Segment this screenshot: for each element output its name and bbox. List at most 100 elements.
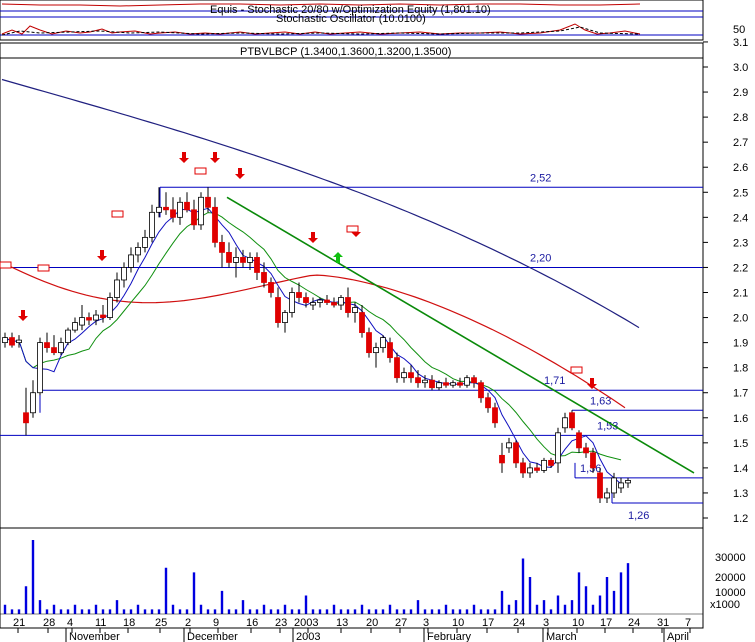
ma-navy-line	[1, 78, 640, 329]
candle-body	[58, 342, 64, 354]
candle-body	[310, 302, 316, 306]
y-tick-label: 2.2	[733, 262, 748, 274]
candle-body	[485, 397, 491, 409]
volume-bar	[584, 586, 588, 614]
y-tick-label: 3.0	[733, 62, 748, 74]
y-tick-label: 1.6	[733, 413, 748, 425]
y-tick-label: 1.9	[733, 338, 748, 350]
y-tick-label: 1.5	[733, 438, 748, 450]
x-tick-label: 9	[213, 617, 219, 629]
volume-bar	[248, 609, 252, 614]
x-tick-label: 23	[275, 617, 287, 629]
support-resistance-levels: 2,52 2,20 1,71 1,63 1,53 1,36 1,26	[0, 172, 703, 522]
volume-bar	[52, 604, 56, 614]
candle-body	[142, 236, 148, 248]
month-label: April	[667, 631, 689, 642]
volume-bar	[3, 604, 7, 614]
candle-body	[156, 206, 162, 213]
sell-arrow-icon	[308, 232, 318, 243]
y-tick-label: 2.5	[733, 187, 748, 199]
buy-arrow-icon	[333, 252, 343, 263]
y-tick-label: 1.7	[733, 388, 748, 400]
y-tick-label: 3.1	[733, 37, 748, 49]
y-tick-label: 2.3	[733, 237, 748, 249]
sell-arrow-icon	[235, 168, 245, 179]
y-tick-label: 2.1	[733, 288, 748, 300]
x-tick-label: 10	[452, 617, 464, 629]
volume-bar	[269, 609, 273, 614]
x-tick-label: 11	[95, 617, 106, 629]
candle-body	[65, 329, 71, 344]
candle-body	[149, 211, 155, 238]
x-tick-label: 2003	[294, 617, 318, 629]
stochastic-panel	[0, 0, 704, 41]
volume-bar	[549, 609, 553, 614]
candle-body	[457, 382, 463, 386]
volume-bar	[598, 595, 602, 614]
volume-bar	[528, 577, 532, 614]
ma-red-line	[1, 261, 626, 409]
x-tick-label: 31	[657, 617, 669, 629]
volume-bar	[66, 609, 70, 614]
volume-bar	[437, 609, 441, 614]
volume-bar	[612, 590, 616, 614]
exit-marker	[346, 225, 359, 233]
volume-bar	[346, 609, 350, 614]
volume-axis-10000: 10000	[715, 587, 746, 599]
candle-body	[394, 357, 400, 379]
volume-bar	[556, 595, 560, 614]
volume-bar	[31, 540, 35, 614]
volume-bar	[388, 604, 392, 614]
moving-averages	[1, 78, 640, 485]
sell-arrow-icon	[210, 152, 220, 163]
candle-body	[317, 299, 323, 303]
volume-bar	[332, 604, 336, 614]
stochastic-subtitle: Stochastic Oscillator (10.0100)	[276, 13, 426, 25]
volume-bar	[605, 577, 609, 614]
volume-bar	[367, 609, 371, 614]
candle-body	[604, 492, 610, 499]
volume-bar	[451, 609, 455, 614]
stochastic-title: Equis - Stochastic 20/80 w/Optimization …	[210, 4, 491, 16]
price-panel	[0, 42, 704, 529]
volume-bar	[318, 609, 322, 614]
volume-bar	[73, 604, 77, 614]
candle-body	[359, 312, 365, 333]
x-tick-label: 16	[246, 617, 258, 629]
candle-body	[366, 332, 372, 354]
x-tick-label: 17	[482, 617, 494, 629]
volume-bar	[255, 609, 259, 614]
volume-axis-30000: 30000	[715, 552, 746, 564]
exit-marker	[111, 210, 124, 218]
volume-bar	[164, 567, 168, 614]
candle-body	[93, 314, 99, 321]
price-title: PTBVLBCP (1.3400,1.3600,1.3200,1.3500)	[240, 46, 451, 58]
month-label: February	[427, 631, 472, 642]
volume-bar	[500, 590, 504, 614]
volume-bar	[353, 609, 357, 614]
candle-body	[44, 342, 50, 349]
volume-bar	[465, 609, 469, 614]
exit-marker	[0, 261, 12, 269]
volume-bar	[325, 609, 329, 614]
candle-body	[107, 297, 113, 318]
candle-body	[541, 459, 547, 471]
volume-bar	[129, 609, 133, 614]
volume-bar	[535, 604, 539, 614]
sell-arrow-icon	[18, 310, 28, 321]
exit-marker	[37, 264, 50, 272]
x-tick-label: 20	[366, 617, 378, 629]
x-tick-label: 25	[155, 617, 167, 629]
candle-body	[72, 322, 78, 331]
volume-bar	[10, 609, 14, 614]
volume-bar	[38, 600, 42, 614]
level-label: 1,71	[544, 375, 565, 387]
candle-body	[233, 257, 239, 263]
candle-body	[513, 442, 519, 464]
candle-body	[30, 392, 36, 414]
volume-bar	[80, 609, 84, 614]
candle-body	[583, 447, 589, 454]
volume-bar	[24, 586, 28, 614]
candle-body	[380, 337, 386, 349]
